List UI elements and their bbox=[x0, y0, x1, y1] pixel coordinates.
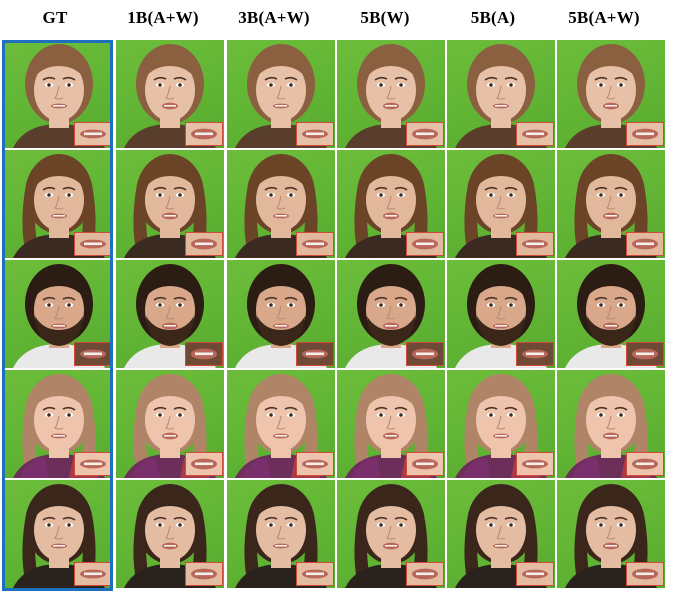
face-image-man-beard-col-0 bbox=[5, 260, 113, 368]
face-comparison-grid bbox=[0, 40, 676, 593]
face-image-woman-1-col-3 bbox=[337, 40, 445, 148]
face-image-woman-4-col-1 bbox=[116, 480, 224, 588]
mouth-crop-inset bbox=[406, 562, 444, 586]
column-title-1b-aw: 1B(A+W) bbox=[127, 8, 199, 27]
face-image-woman-3-col-4 bbox=[447, 370, 555, 478]
mouth-crop-inset bbox=[296, 452, 334, 476]
mouth-crop-inset bbox=[626, 122, 664, 146]
mouth-crop-inset bbox=[626, 452, 664, 476]
mouth-crop-inset bbox=[406, 452, 444, 476]
face-image-woman-1-col-2 bbox=[227, 40, 335, 148]
face-image-woman-2-col-5 bbox=[557, 150, 665, 258]
face-image-man-beard-col-5 bbox=[557, 260, 665, 368]
face-image-man-beard-col-2 bbox=[227, 260, 335, 368]
mouth-crop-inset bbox=[74, 342, 112, 366]
mouth-crop-inset bbox=[516, 232, 554, 256]
mouth-crop-inset bbox=[74, 232, 112, 256]
face-image-woman-3-col-1 bbox=[116, 370, 224, 478]
mouth-crop-inset bbox=[185, 452, 223, 476]
face-image-man-beard-col-3 bbox=[337, 260, 445, 368]
face-image-woman-2-col-0 bbox=[5, 150, 113, 258]
face-image-woman-3-col-2 bbox=[227, 370, 335, 478]
face-image-man-beard-col-1 bbox=[116, 260, 224, 368]
face-image-woman-1-col-0 bbox=[5, 40, 113, 148]
mouth-crop-inset bbox=[626, 232, 664, 256]
mouth-crop-inset bbox=[406, 232, 444, 256]
mouth-crop-inset bbox=[74, 452, 112, 476]
mouth-crop-inset bbox=[74, 122, 112, 146]
face-image-woman-3-col-3 bbox=[337, 370, 445, 478]
face-image-woman-1-col-4 bbox=[447, 40, 555, 148]
mouth-crop-inset bbox=[185, 232, 223, 256]
mouth-crop-inset bbox=[185, 122, 223, 146]
face-image-woman-4-col-2 bbox=[227, 480, 335, 588]
face-image-woman-3-col-5 bbox=[557, 370, 665, 478]
column-title-5b-w: 5B(W) bbox=[360, 8, 410, 27]
face-image-woman-4-col-0 bbox=[5, 480, 113, 588]
mouth-crop-inset bbox=[185, 562, 223, 586]
mouth-crop-inset bbox=[626, 562, 664, 586]
column-title-gt: GT bbox=[42, 8, 68, 27]
mouth-crop-inset bbox=[185, 342, 223, 366]
mouth-crop-inset bbox=[516, 122, 554, 146]
face-image-woman-2-col-1 bbox=[116, 150, 224, 258]
face-image-woman-2-col-3 bbox=[337, 150, 445, 258]
face-image-woman-1-col-5 bbox=[557, 40, 665, 148]
face-image-woman-4-col-5 bbox=[557, 480, 665, 588]
face-image-woman-4-col-4 bbox=[447, 480, 555, 588]
mouth-crop-inset bbox=[296, 122, 334, 146]
face-image-woman-2-col-4 bbox=[447, 150, 555, 258]
column-title-3b-aw: 3B(A+W) bbox=[238, 8, 310, 27]
face-image-woman-3-col-0 bbox=[5, 370, 113, 478]
face-image-woman-4-col-3 bbox=[337, 480, 445, 588]
mouth-crop-inset bbox=[516, 342, 554, 366]
face-image-woman-2-col-2 bbox=[227, 150, 335, 258]
mouth-crop-inset bbox=[406, 122, 444, 146]
mouth-crop-inset bbox=[296, 232, 334, 256]
column-title-5b-a: 5B(A) bbox=[470, 8, 516, 27]
mouth-crop-inset bbox=[516, 452, 554, 476]
face-image-woman-1-col-1 bbox=[116, 40, 224, 148]
mouth-crop-inset bbox=[516, 562, 554, 586]
mouth-crop-inset bbox=[626, 342, 664, 366]
face-image-man-beard-col-4 bbox=[447, 260, 555, 368]
mouth-crop-inset bbox=[74, 562, 112, 586]
column-title-5b-aw: 5B(A+W) bbox=[568, 8, 640, 27]
mouth-crop-inset bbox=[296, 342, 334, 366]
column-header-row: GT 1B(A+W) 3B(A+W) 5B(W) 5B(A) 5B(A+W) bbox=[0, 0, 676, 40]
mouth-crop-inset bbox=[406, 342, 444, 366]
mouth-crop-inset bbox=[296, 562, 334, 586]
